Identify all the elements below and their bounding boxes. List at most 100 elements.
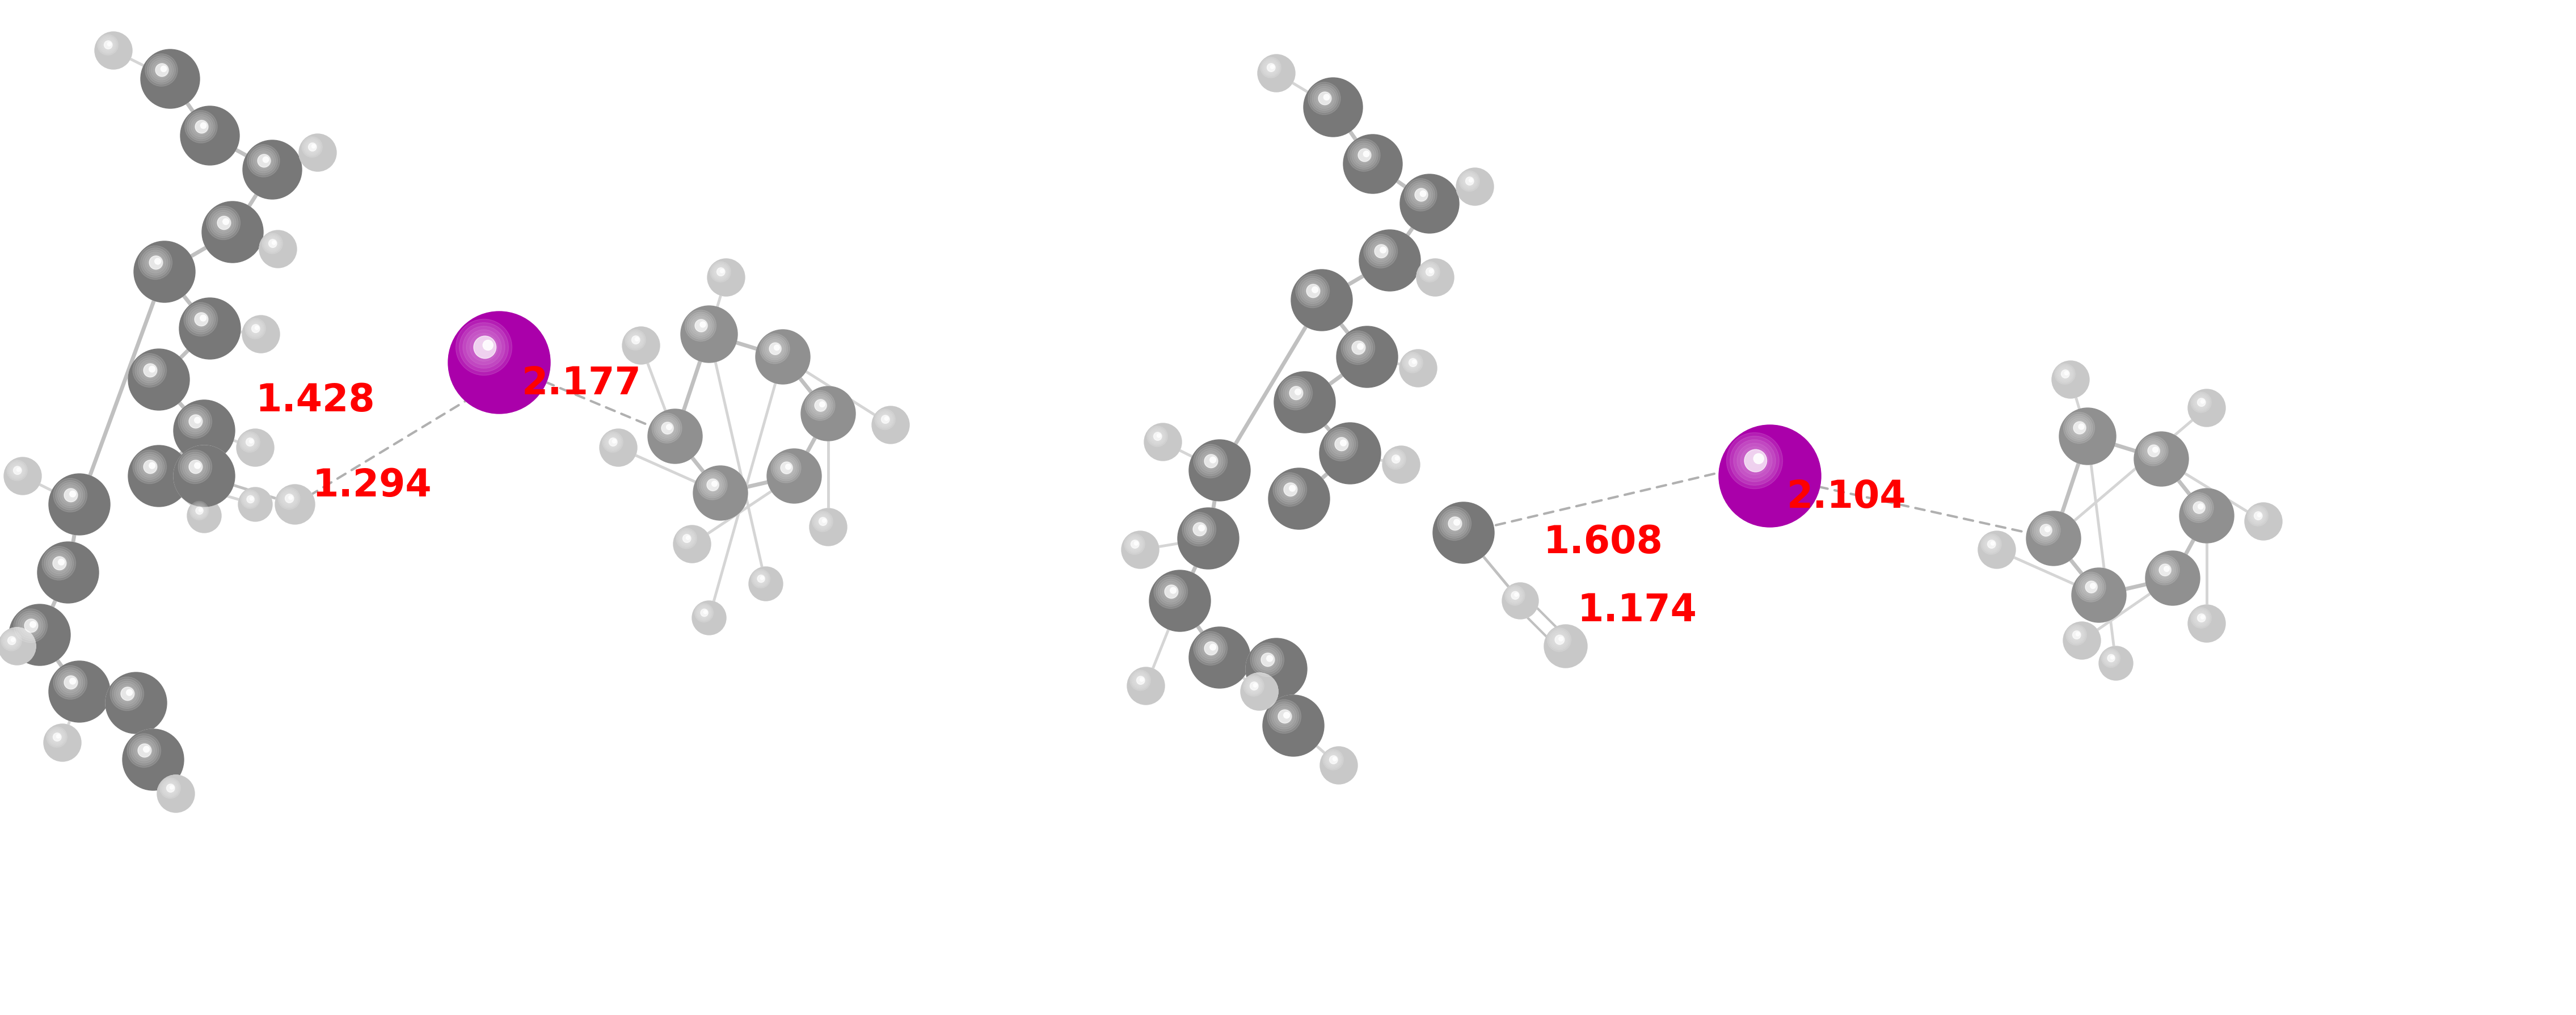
Circle shape xyxy=(1280,379,1321,420)
Circle shape xyxy=(2105,653,2120,668)
Circle shape xyxy=(59,484,80,505)
Circle shape xyxy=(1327,753,1347,773)
Circle shape xyxy=(0,629,33,662)
Circle shape xyxy=(283,493,299,509)
Circle shape xyxy=(716,268,726,279)
Circle shape xyxy=(1355,145,1383,175)
Circle shape xyxy=(477,340,500,362)
Circle shape xyxy=(1270,702,1311,743)
Circle shape xyxy=(2058,367,2076,387)
Circle shape xyxy=(2071,568,2125,622)
Circle shape xyxy=(1316,89,1342,116)
Circle shape xyxy=(871,406,909,444)
Circle shape xyxy=(2069,418,2089,437)
Circle shape xyxy=(1728,435,1803,509)
Circle shape xyxy=(2107,655,2117,666)
Circle shape xyxy=(1417,192,1427,202)
Circle shape xyxy=(1157,433,1162,437)
Circle shape xyxy=(1262,695,1324,756)
Circle shape xyxy=(2069,626,2092,652)
Circle shape xyxy=(1324,752,1347,774)
Circle shape xyxy=(603,431,623,453)
Circle shape xyxy=(1461,174,1484,196)
Circle shape xyxy=(1363,154,1368,157)
Circle shape xyxy=(247,144,296,193)
Circle shape xyxy=(2159,564,2177,583)
Circle shape xyxy=(2058,366,2074,382)
Circle shape xyxy=(245,494,255,504)
Circle shape xyxy=(698,470,726,499)
Circle shape xyxy=(1195,633,1239,677)
Circle shape xyxy=(1136,676,1144,684)
Circle shape xyxy=(52,733,64,745)
Circle shape xyxy=(250,147,289,187)
Circle shape xyxy=(1265,696,1321,754)
Circle shape xyxy=(39,544,95,599)
Circle shape xyxy=(1298,276,1342,320)
Circle shape xyxy=(1154,576,1203,623)
Circle shape xyxy=(258,154,276,174)
Circle shape xyxy=(103,40,118,55)
Circle shape xyxy=(654,417,688,450)
Circle shape xyxy=(750,566,783,601)
Circle shape xyxy=(2076,424,2087,436)
Circle shape xyxy=(126,734,160,767)
Circle shape xyxy=(654,415,690,452)
Circle shape xyxy=(1136,675,1149,690)
Circle shape xyxy=(8,638,18,647)
Circle shape xyxy=(2110,656,2115,659)
Circle shape xyxy=(1321,748,1355,782)
Circle shape xyxy=(100,37,124,61)
Circle shape xyxy=(1273,706,1303,737)
Circle shape xyxy=(307,140,319,153)
Circle shape xyxy=(871,406,909,444)
Circle shape xyxy=(1440,510,1481,550)
Circle shape xyxy=(137,453,175,493)
Circle shape xyxy=(1502,583,1538,619)
Circle shape xyxy=(698,323,708,332)
Circle shape xyxy=(1190,522,1216,545)
Circle shape xyxy=(247,320,270,345)
Circle shape xyxy=(801,387,855,441)
Circle shape xyxy=(116,682,149,717)
Circle shape xyxy=(142,362,157,379)
Circle shape xyxy=(1319,93,1334,110)
Circle shape xyxy=(52,476,106,531)
Circle shape xyxy=(1139,679,1144,683)
Circle shape xyxy=(245,436,255,448)
Circle shape xyxy=(657,419,685,447)
Circle shape xyxy=(1551,631,1569,649)
Circle shape xyxy=(1422,266,1443,284)
Circle shape xyxy=(2148,554,2195,600)
Circle shape xyxy=(680,532,693,545)
Circle shape xyxy=(1128,667,1164,704)
Circle shape xyxy=(309,143,319,155)
Circle shape xyxy=(178,404,229,455)
Circle shape xyxy=(2038,523,2058,544)
Circle shape xyxy=(701,474,724,496)
Circle shape xyxy=(876,409,896,429)
Circle shape xyxy=(456,320,536,399)
Circle shape xyxy=(698,606,711,620)
Circle shape xyxy=(1981,535,1999,553)
Circle shape xyxy=(222,221,229,227)
Circle shape xyxy=(1365,238,1406,278)
Circle shape xyxy=(245,319,265,339)
Circle shape xyxy=(701,325,703,328)
Circle shape xyxy=(2030,516,2061,545)
Circle shape xyxy=(600,429,636,465)
Circle shape xyxy=(1255,648,1280,672)
Circle shape xyxy=(1303,78,1363,137)
Circle shape xyxy=(1311,286,1319,292)
Circle shape xyxy=(2099,647,2133,680)
Circle shape xyxy=(57,670,82,695)
Circle shape xyxy=(708,259,744,296)
Circle shape xyxy=(1185,514,1229,558)
Circle shape xyxy=(240,431,270,463)
Circle shape xyxy=(162,780,180,797)
Circle shape xyxy=(2089,586,2094,592)
Circle shape xyxy=(698,608,714,623)
Circle shape xyxy=(1151,430,1164,443)
Circle shape xyxy=(121,687,134,700)
Circle shape xyxy=(878,413,896,431)
